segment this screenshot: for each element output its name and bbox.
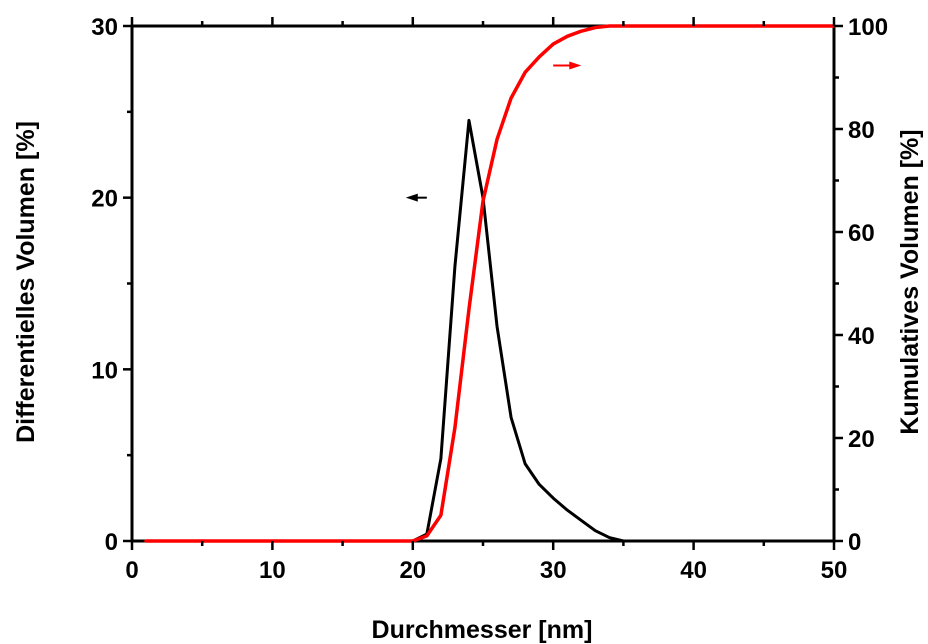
- x-tick-label: 30: [540, 557, 567, 584]
- cumulative-volume-line: [144, 24, 836, 543]
- y-left-axis-title: Differentielles Volumen [%]: [12, 121, 40, 443]
- x-tick-label: 50: [821, 557, 848, 584]
- y-right-tick-label: 100: [848, 14, 888, 41]
- y-right-tick-label: 20: [848, 426, 875, 453]
- y-left-tick-label: 30: [91, 14, 118, 41]
- y-right-tick-label: 80: [848, 117, 875, 144]
- arrow-left-annotation: [405, 193, 427, 202]
- y-right-tick-label: 0: [848, 529, 861, 556]
- plot-frame: [130, 24, 836, 543]
- plot-area: [130, 24, 836, 543]
- y-left-tick-label: 0: [105, 529, 118, 556]
- y-left-tick-label: 10: [91, 357, 118, 384]
- y-right-axis-title: Kumulatives Volumen [%]: [896, 129, 924, 434]
- x-tick-label: 40: [680, 557, 707, 584]
- differential-volume-line: [144, 118, 625, 543]
- x-tick-label: 0: [125, 557, 138, 584]
- labels-layer: Durchmesser [nm] Differentielles Volumen…: [12, 121, 924, 644]
- x-axis-title: Durchmesser [nm]: [372, 616, 593, 644]
- arrow-head: [405, 193, 418, 202]
- series-layer: [144, 24, 836, 543]
- y-right-tick-label: 40: [848, 323, 875, 350]
- x-tick-label: 20: [399, 557, 426, 584]
- y-right-tick-label: 60: [848, 220, 875, 247]
- annotation-layer: [405, 61, 582, 202]
- arrow-head: [569, 61, 582, 70]
- y-left-tick-label: 20: [91, 186, 118, 213]
- arrow-right-annotation: [553, 61, 582, 70]
- x-tick-label: 10: [259, 557, 286, 584]
